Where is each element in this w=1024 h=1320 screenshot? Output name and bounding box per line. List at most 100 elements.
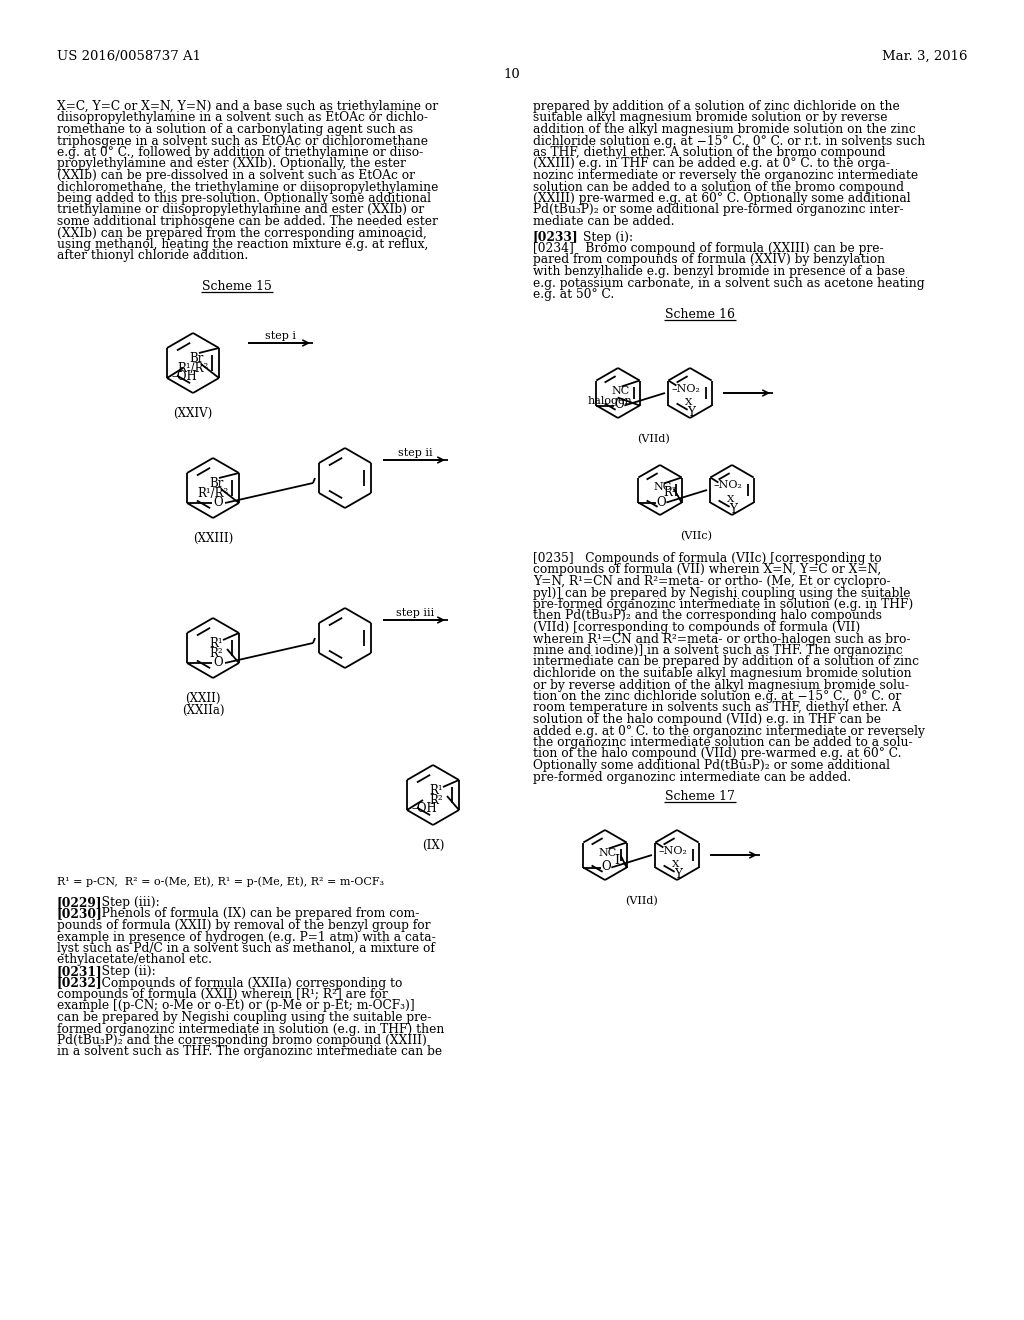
Text: O: O — [656, 495, 666, 508]
Text: O: O — [213, 656, 222, 669]
Text: R¹/R²: R¹/R² — [197, 487, 228, 500]
Text: Br: Br — [209, 477, 223, 490]
Text: (XXIII) pre-warmed e.g. at 60° C. Optionally some additional: (XXIII) pre-warmed e.g. at 60° C. Option… — [534, 191, 910, 205]
Text: mine and iodine)] in a solvent such as THF. The organozinc: mine and iodine)] in a solvent such as T… — [534, 644, 902, 657]
Text: Scheme 15: Scheme 15 — [202, 280, 272, 293]
Text: dichloride on the suitable alkyl magnesium bromide solution: dichloride on the suitable alkyl magnesi… — [534, 667, 911, 680]
Text: O: O — [614, 399, 624, 412]
Text: Pd(tBu₃P)₂ and the corresponding bromo compound (XXIII): Pd(tBu₃P)₂ and the corresponding bromo c… — [57, 1034, 427, 1047]
Text: formed organozinc intermediate in solution (e.g. in THF) then: formed organozinc intermediate in soluti… — [57, 1023, 444, 1035]
Text: then Pd(tBu₃P)₂ and the corresponding halo compounds: then Pd(tBu₃P)₂ and the corresponding ha… — [534, 610, 882, 623]
Text: (XXII): (XXII) — [185, 692, 221, 705]
Text: or by reverse addition of the alkyl magnesium bromide solu-: or by reverse addition of the alkyl magn… — [534, 678, 909, 692]
Text: Y: Y — [674, 869, 682, 880]
Text: tion of the halo compound (VIId) pre-warmed e.g. at 60° C.: tion of the halo compound (VIId) pre-war… — [534, 747, 901, 760]
Text: –NO₂: –NO₂ — [714, 480, 742, 491]
Text: –NO₂: –NO₂ — [658, 846, 687, 855]
Text: (XXIb) can be prepared from the corresponding aminoacid,: (XXIb) can be prepared from the correspo… — [57, 227, 427, 239]
Text: in a solvent such as THF. The organozinc intermediate can be: in a solvent such as THF. The organozinc… — [57, 1045, 442, 1059]
Text: Scheme 17: Scheme 17 — [665, 789, 735, 803]
Text: [0229]: [0229] — [57, 896, 102, 909]
Text: triphosgene in a solvent such as EtOAc or dichloromethane: triphosgene in a solvent such as EtOAc o… — [57, 135, 428, 148]
Text: step iii: step iii — [396, 609, 434, 618]
Text: Step (i):: Step (i): — [583, 231, 633, 243]
Text: [0235]   Compounds of formula (VIIc) [corresponding to: [0235] Compounds of formula (VIIc) [corr… — [534, 552, 882, 565]
Text: example [(p-CN; o-Me or o-Et) or (p-Me or p-Et; m-OCF₃)]: example [(p-CN; o-Me or o-Et) or (p-Me o… — [57, 999, 415, 1012]
Text: lyst such as Pd/C in a solvent such as methanol, a mixture of: lyst such as Pd/C in a solvent such as m… — [57, 942, 435, 954]
Text: Pd(tBu₃P)₂ or some additional pre-formed organozinc inter-: Pd(tBu₃P)₂ or some additional pre-formed… — [534, 203, 903, 216]
Text: –OH: –OH — [411, 803, 437, 814]
Text: added e.g. at 0° C. to the organozinc intermediate or reversely: added e.g. at 0° C. to the organozinc in… — [534, 725, 925, 738]
Text: (IX): (IX) — [422, 840, 444, 851]
Text: (XXIII) e.g. in THF can be added e.g. at 0° C. to the orga-: (XXIII) e.g. in THF can be added e.g. at… — [534, 157, 890, 170]
Text: solution can be added to a solution of the bromo compound: solution can be added to a solution of t… — [534, 181, 904, 194]
Text: O: O — [601, 861, 611, 874]
Text: (VIId): (VIId) — [638, 434, 671, 445]
Text: suitable alkyl magnesium bromide solution or by reverse: suitable alkyl magnesium bromide solutio… — [534, 111, 888, 124]
Text: Scheme 16: Scheme 16 — [665, 308, 735, 321]
Text: (VIId): (VIId) — [625, 896, 657, 907]
Text: propylethylamine and ester (XXIb). Optionally, the ester: propylethylamine and ester (XXIb). Optio… — [57, 157, 406, 170]
Text: [0231]: [0231] — [57, 965, 102, 978]
Text: ethylacetate/ethanol etc.: ethylacetate/ethanol etc. — [57, 953, 212, 966]
Text: R²: R² — [664, 487, 677, 499]
Text: pounds of formula (XXII) by removal of the benzyl group for: pounds of formula (XXII) by removal of t… — [57, 919, 430, 932]
Text: pre-formed organozinc intermediate in solution (e.g. in THF): pre-formed organozinc intermediate in so… — [534, 598, 913, 611]
Text: (VIId) [corresponding to compounds of formula (VII): (VIId) [corresponding to compounds of fo… — [534, 620, 860, 634]
Text: Compounds of formula (XXIIa) corresponding to: Compounds of formula (XXIIa) correspondi… — [90, 977, 402, 990]
Text: Step (iii):: Step (iii): — [90, 896, 160, 909]
Text: R¹: R¹ — [209, 638, 222, 649]
Text: X=C, Y=C or X=N, Y=N) and a base such as triethylamine or: X=C, Y=C or X=N, Y=N) and a base such as… — [57, 100, 438, 114]
Text: triethylamine or diisopropylethylamine and ester (XXIb) or: triethylamine or diisopropylethylamine a… — [57, 203, 424, 216]
Text: mediate can be added.: mediate can be added. — [534, 215, 675, 228]
Text: Phenols of formula (IX) can be prepared from com-: Phenols of formula (IX) can be prepared … — [90, 908, 420, 920]
Text: NC: NC — [653, 483, 672, 492]
Text: X: X — [685, 399, 692, 407]
Text: pared from compounds of formula (XXIV) by benzylation: pared from compounds of formula (XXIV) b… — [534, 253, 885, 267]
Text: R¹/R²: R¹/R² — [177, 362, 208, 375]
Text: Y=N, R¹=CN and R²=meta- or ortho- (Me, Et or cyclopro-: Y=N, R¹=CN and R²=meta- or ortho- (Me, E… — [534, 576, 891, 587]
Text: [0232]: [0232] — [57, 977, 102, 990]
Text: US 2016/0058737 A1: US 2016/0058737 A1 — [57, 50, 201, 63]
Text: wherein R¹=CN and R²=meta- or ortho-halogen such as bro-: wherein R¹=CN and R²=meta- or ortho-halo… — [534, 632, 910, 645]
Text: step i: step i — [265, 331, 296, 341]
Text: (XXIb) can be pre-dissolved in a solvent such as EtOAc or: (XXIb) can be pre-dissolved in a solvent… — [57, 169, 415, 182]
Text: dichloride solution e.g. at −15° C., 0° C. or r.t. in solvents such: dichloride solution e.g. at −15° C., 0° … — [534, 135, 926, 148]
Text: e.g. potassium carbonate, in a solvent such as acetone heating: e.g. potassium carbonate, in a solvent s… — [534, 276, 925, 289]
Text: romethane to a solution of a carbonylating agent such as: romethane to a solution of a carbonylati… — [57, 123, 413, 136]
Text: O: O — [213, 496, 222, 510]
Text: R¹ = p-CN,  R² = o-(Me, Et), R¹ = p-(Me, Et), R² = m-OCF₃: R¹ = p-CN, R² = o-(Me, Et), R¹ = p-(Me, … — [57, 876, 384, 887]
Text: using methanol, heating the reaction mixture e.g. at reflux,: using methanol, heating the reaction mix… — [57, 238, 428, 251]
Text: some additional triphosgene can be added. The needed ester: some additional triphosgene can be added… — [57, 215, 438, 228]
Text: Br: Br — [189, 352, 204, 366]
Text: addition of the alkyl magnesium bromide solution on the zinc: addition of the alkyl magnesium bromide … — [534, 123, 915, 136]
Text: compounds of formula (VII) wherein X=N, Y=C or X=N,: compounds of formula (VII) wherein X=N, … — [534, 564, 882, 577]
Text: Y: Y — [729, 503, 737, 516]
Text: (VIIc): (VIIc) — [680, 531, 712, 541]
Text: diisopropylethylamine in a solvent such as EtOAc or dichlo-: diisopropylethylamine in a solvent such … — [57, 111, 428, 124]
Text: X: X — [727, 495, 734, 504]
Text: NC: NC — [611, 385, 630, 396]
Text: pyl)] can be prepared by Negishi coupling using the suitable: pyl)] can be prepared by Negishi couplin… — [534, 586, 910, 599]
Text: being added to this pre-solution. Optionally some additional: being added to this pre-solution. Option… — [57, 191, 431, 205]
Text: compounds of formula (XXII) wherein [R¹; R²] are for: compounds of formula (XXII) wherein [R¹;… — [57, 987, 388, 1001]
Text: halogen: halogen — [588, 396, 633, 405]
Text: (XXIV): (XXIV) — [173, 407, 213, 420]
Text: room temperature in solvents such as THF, diethyl ether. A: room temperature in solvents such as THF… — [534, 701, 901, 714]
Text: the organozinc intermediate solution can be added to a solu-: the organozinc intermediate solution can… — [534, 737, 912, 748]
Text: I: I — [614, 854, 620, 866]
Text: pre-formed organozinc intermediate can be added.: pre-formed organozinc intermediate can b… — [534, 771, 851, 784]
Text: R²: R² — [429, 795, 442, 807]
Text: step ii: step ii — [398, 447, 433, 458]
Text: can be prepared by Negishi coupling using the suitable pre-: can be prepared by Negishi coupling usin… — [57, 1011, 431, 1024]
Text: (XXIII): (XXIII) — [193, 532, 233, 545]
Text: intermediate can be prepared by addition of a solution of zinc: intermediate can be prepared by addition… — [534, 656, 919, 668]
Text: 10: 10 — [504, 69, 520, 81]
Text: example in presence of hydrogen (e.g. P=1 atm) with a cata-: example in presence of hydrogen (e.g. P=… — [57, 931, 436, 944]
Text: e.g. at 0° C., followed by addition of triethylamine or diiso-: e.g. at 0° C., followed by addition of t… — [57, 147, 423, 158]
Text: (XXIIa): (XXIIa) — [181, 704, 224, 717]
Text: tion on the zinc dichloride solution e.g. at −15° C., 0° C. or: tion on the zinc dichloride solution e.g… — [534, 690, 901, 704]
Text: after thionyl chloride addition.: after thionyl chloride addition. — [57, 249, 248, 263]
Text: Y: Y — [687, 407, 695, 418]
Text: R²: R² — [209, 647, 222, 660]
